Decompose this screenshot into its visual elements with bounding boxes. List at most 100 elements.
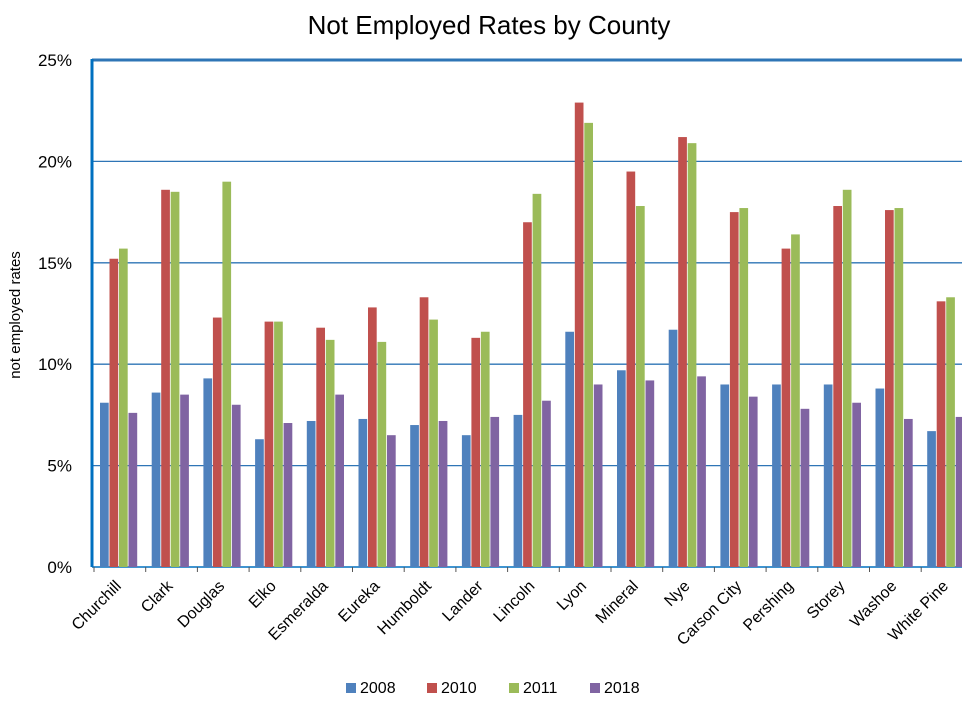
bar-2011-esmeralda — [325, 339, 335, 567]
x-tick-label: Pershing — [740, 578, 797, 635]
bar-2018-churchill — [128, 412, 138, 567]
x-tick-label: Mineral — [593, 578, 642, 627]
bar-2010-lyon — [574, 102, 584, 567]
bar-2010-carson-city — [729, 212, 739, 567]
x-tick-label: Lander — [439, 577, 487, 625]
bar-2011-lander — [480, 331, 490, 567]
bar-2008-storey — [823, 384, 833, 567]
bar-2010-lander — [471, 337, 481, 567]
chart-title: Not Employed Rates by County — [308, 10, 671, 40]
y-axis-title: not employed rates — [7, 251, 24, 379]
bar-2008-white-pine — [927, 431, 936, 567]
bar-2010-eureka — [368, 307, 377, 567]
legend-swatch-2018 — [590, 683, 600, 693]
bar-2018-humboldt — [438, 420, 448, 567]
bar-2008-mineral — [617, 370, 626, 567]
bar-2018-pershing — [800, 408, 810, 567]
bar-2010-white-pine — [936, 301, 946, 567]
bar-2018-douglas — [231, 404, 241, 567]
bar-2011-mineral — [636, 206, 645, 568]
legend-swatch-2008 — [346, 683, 356, 693]
bar-2008-washoe — [875, 388, 885, 567]
bar-2011-lyon — [584, 122, 593, 568]
x-tick-label: Humboldt — [375, 577, 436, 638]
bar-2008-esmeralda — [306, 420, 316, 567]
x-tick-label: Churchill — [69, 578, 125, 634]
legend-label-2011: 2011 — [523, 680, 558, 697]
bar-2011-churchill — [119, 248, 128, 567]
x-tick-label: Lyon — [554, 578, 590, 614]
bar-2008-nye — [668, 329, 678, 567]
bar-2018-lander — [490, 416, 500, 567]
bar-2011-carson-city — [739, 208, 749, 567]
bar-2008-lyon — [565, 331, 574, 567]
legend-swatch-2010 — [427, 683, 437, 693]
bar-2018-nye — [697, 376, 706, 567]
bar-2008-douglas — [203, 378, 213, 567]
x-tick-label: Douglas — [175, 578, 229, 632]
bar-2018-eureka — [387, 435, 396, 567]
bar-2008-clark — [151, 392, 161, 567]
bar-2011-eureka — [377, 341, 387, 567]
bar-2018-carson-city — [748, 396, 758, 567]
bar-2008-lander — [461, 435, 471, 567]
bar-2010-pershing — [781, 248, 791, 567]
bar-2010-lincoln — [523, 222, 532, 568]
bar-2018-clark — [180, 394, 189, 567]
x-tick-label: Elko — [246, 578, 280, 612]
x-tick-label: Lincoln — [491, 578, 539, 626]
bar-2011-washoe — [894, 208, 904, 567]
x-tick-label: Storey — [804, 578, 849, 623]
bar-2011-lincoln — [532, 193, 542, 567]
y-tick-label: 10% — [38, 355, 72, 374]
bar-2018-esmeralda — [335, 394, 344, 567]
bar-2011-humboldt — [429, 319, 438, 567]
legend-label-2008: 2008 — [360, 680, 396, 697]
bar-2010-washoe — [885, 210, 894, 567]
bar-2011-nye — [687, 143, 697, 567]
y-tick-label: 15% — [38, 254, 72, 273]
bar-2008-eureka — [358, 418, 368, 567]
x-tick-label: Clark — [138, 577, 177, 616]
bar-2010-douglas — [212, 317, 222, 567]
bar-2018-washoe — [904, 418, 913, 567]
bar-2010-humboldt — [419, 297, 429, 567]
y-tick-label: 0% — [47, 558, 72, 577]
y-tick-label: 25% — [38, 51, 72, 70]
bar-2008-elko — [255, 439, 264, 567]
bar-2008-lincoln — [513, 414, 523, 567]
bar-2008-pershing — [772, 384, 781, 567]
legend-swatch-2011 — [509, 683, 519, 693]
bar-2010-mineral — [626, 171, 636, 568]
bar-2010-esmeralda — [316, 327, 325, 567]
bar-2010-clark — [161, 189, 170, 568]
legend: 2008 2010 2011 2018 — [346, 680, 640, 697]
bar-2011-elko — [274, 321, 283, 567]
bar-2008-churchill — [100, 402, 109, 567]
bar-2008-carson-city — [720, 384, 730, 567]
bar-2018-lyon — [593, 384, 603, 567]
bar-2008-humboldt — [410, 425, 419, 567]
x-tick-label: Nye — [661, 578, 693, 610]
bar-2010-churchill — [109, 258, 119, 567]
bar-2010-elko — [264, 321, 274, 567]
bar-2018-storey — [852, 402, 861, 567]
bar-2018-white-pine — [955, 416, 962, 567]
legend-label-2018: 2018 — [604, 680, 640, 697]
bar-2011-douglas — [222, 181, 232, 567]
y-tick-label: 20% — [38, 152, 72, 171]
x-tick-label: Eureka — [335, 578, 383, 626]
y-tick-label: 5% — [47, 457, 72, 476]
legend-label-2010: 2010 — [441, 680, 477, 697]
bar-2018-mineral — [645, 380, 655, 567]
x-tick-label: Washoe — [847, 578, 900, 631]
bar-2018-elko — [283, 423, 293, 567]
bar-2011-storey — [842, 189, 852, 568]
bar-2011-pershing — [791, 234, 800, 567]
bar-2018-lincoln — [542, 400, 551, 567]
bar-2010-nye — [678, 137, 687, 567]
bar-2010-storey — [833, 206, 842, 568]
